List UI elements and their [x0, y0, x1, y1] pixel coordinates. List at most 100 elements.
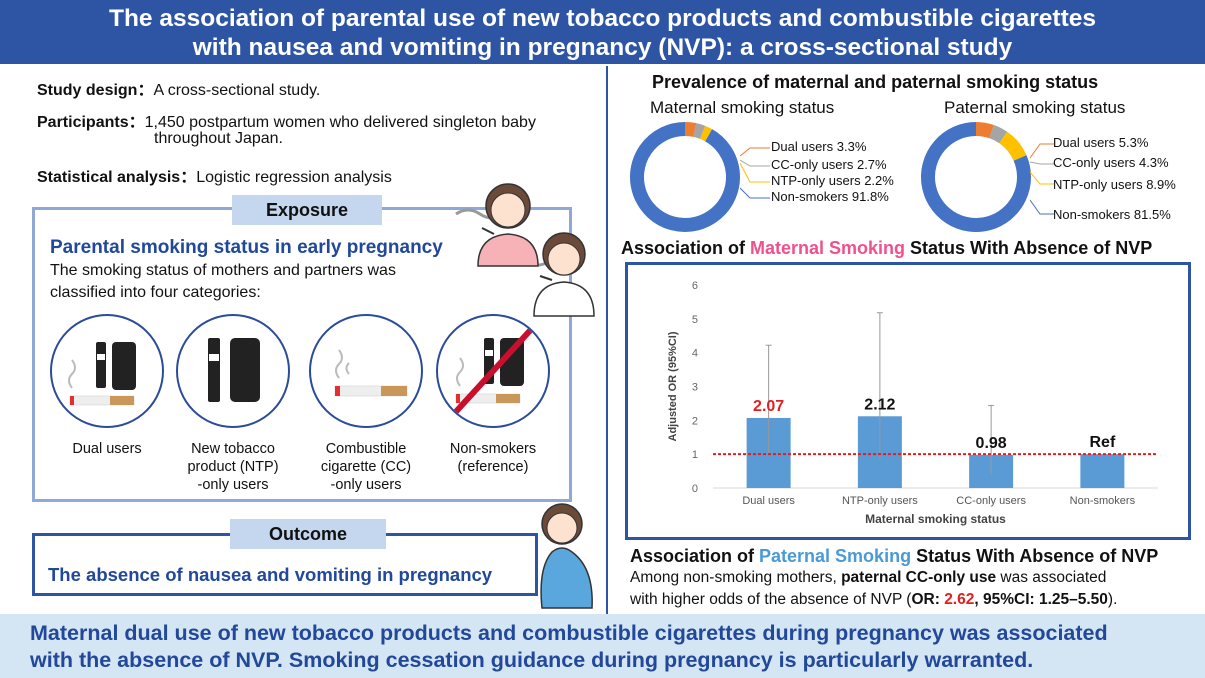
participants: Participants：1,450 postpartum women who …	[37, 108, 536, 132]
maternal-heading-highlight: Maternal Smoking	[750, 238, 906, 258]
father-icon	[533, 232, 595, 317]
category-label-cc: Combustible cigarette (CC) -only users	[301, 440, 431, 494]
paternal-line2-post: ).	[1107, 591, 1118, 608]
paternal-donut-slice-1	[989, 125, 1008, 144]
exposure-desc-line-2: classified into four categories:	[50, 284, 261, 301]
paternal-legend-non: Non-smokers 81.5%	[1053, 207, 1171, 222]
x-axis-label: Maternal smoking status	[865, 512, 1006, 526]
paternal-legend-cc: CC-only users 4.3%	[1053, 155, 1169, 170]
maternal-heading-pre: Association of	[621, 238, 751, 258]
data-label-0: 2.07	[753, 398, 784, 415]
title-line-2: with nausea and vomiting in pregnancy (N…	[192, 34, 1013, 61]
parents-illustration	[455, 183, 595, 317]
paternal-association-heading: Association of Paternal Smoking Status W…	[630, 546, 1158, 567]
x-tick-label-3: Non-smokers	[1070, 495, 1136, 507]
paternal-line2-ci: , 95%CI: 1.25–5.50	[974, 591, 1108, 608]
y-tick-label-4: 4	[692, 348, 698, 360]
x-tick-label-1: NTP-only users	[842, 495, 918, 507]
analysis-value: Logistic regression analysis	[196, 169, 392, 186]
maternal-title: Maternal smoking status	[650, 98, 835, 117]
participants-line-1: 1,450 postpartum women who delivered sin…	[144, 114, 536, 131]
title-banner: The association of parental use of new t…	[0, 0, 1205, 64]
maternal-donut-slice-2	[699, 125, 713, 142]
category-label-dual: Dual users	[42, 440, 172, 458]
x-tick-label-2: CC-only users	[956, 495, 1026, 507]
category-label-non: Non-smokers (reference)	[428, 440, 558, 476]
outcome-text: The absence of nausea and vomiting in pr…	[48, 564, 493, 585]
paternal-line2-or-value: 2.62	[944, 591, 975, 608]
maternal-legend-ntp: NTP-only users 2.2%	[771, 173, 894, 188]
conclusion-banner: Maternal dual use of new tobacco product…	[0, 614, 1205, 678]
y-tick-label-6: 6	[692, 280, 698, 292]
ntp-only-icon	[176, 314, 290, 428]
paternal-line1-pre: Among non-smoking mothers,	[630, 569, 842, 586]
y-tick-label-5: 5	[692, 314, 698, 326]
or-bar-chart: 0 1 2 3 4 5 6 Adjusted OR (95%CI) 2.07 Dual users…	[667, 280, 1158, 526]
maternal-donut-chart	[630, 122, 740, 232]
paternal-heading-post: Status With Absence of NVP	[911, 546, 1159, 566]
paternal-line1-post: was associated	[996, 569, 1107, 586]
paternal-line2-pre: with higher odds of the absence of NVP (	[630, 591, 912, 608]
category-label-ntp-line-1: New tobacco	[191, 441, 275, 457]
bar-3	[1080, 454, 1125, 488]
cc-only-icon	[309, 314, 423, 428]
outcome-pill: Outcome	[230, 519, 386, 549]
paternal-donut-slice-0	[975, 122, 994, 139]
paternal-line2-or: OR:	[911, 591, 945, 608]
conclusion-line-1: Maternal dual use of new tobacco product…	[30, 621, 1108, 645]
category-label-cc-line-1: Combustible	[325, 441, 407, 457]
paternal-title: Paternal smoking status	[944, 98, 1126, 117]
maternal-legend-cc: CC-only users 2.7%	[771, 157, 887, 172]
dual-users-icon	[50, 314, 164, 428]
analysis-label: Statistical analysis：	[37, 169, 197, 186]
title-line-1: The association of parental use of new t…	[109, 5, 1096, 32]
maternal-association-heading: Association of Maternal Smoking Status W…	[621, 238, 1152, 259]
column-divider	[606, 66, 608, 614]
exposure-heading: Parental smoking status in early pregnan…	[50, 237, 443, 258]
study-design-value: A cross-sectional study.	[153, 82, 321, 99]
y-tick-label-3: 3	[692, 382, 698, 394]
participants-line-2: throughout Japan.	[154, 130, 283, 147]
category-label-ntp: New tobacco product (NTP) -only users	[168, 440, 298, 494]
category-label-cc-line-3: -only users	[330, 477, 402, 493]
paternal-donut-slice-3	[921, 122, 1031, 232]
x-tick-label-0: Dual users	[742, 495, 795, 507]
category-label-ntp-line-3: -only users	[197, 477, 269, 493]
non-smokers-icon	[436, 314, 550, 428]
mother-icon	[477, 183, 539, 267]
conclusion-line-2: with the absence of NVP. Smoking cessati…	[30, 648, 1034, 672]
statistical-analysis: Statistical analysis：Logistic regression…	[37, 163, 392, 187]
exposure-desc-line-1: The smoking status of mothers and partne…	[50, 262, 396, 279]
or-chart-frame: 0 1 2 3 4 5 6 Adjusted OR (95%CI) 2.07 Dual users…	[625, 262, 1191, 540]
study-design: Study design：A cross-sectional study.	[37, 76, 320, 100]
y-tick-label-2: 2	[692, 415, 698, 427]
study-design-label: Study design：	[37, 82, 154, 99]
participants-label: Participants：	[37, 114, 145, 131]
category-label-ntp-line-2: product (NTP)	[187, 459, 279, 475]
paternal-legend-ntp: NTP-only users 8.9%	[1053, 177, 1176, 192]
exposure-pill: Exposure	[232, 195, 382, 225]
data-label-1: 2.12	[864, 396, 895, 413]
paternal-result-line-1: Among non-smoking mothers, paternal CC-o…	[630, 569, 1106, 587]
paternal-heading-highlight: Paternal Smoking	[759, 546, 912, 566]
maternal-heading-post: Status With Absence of NVP	[905, 238, 1153, 258]
paternal-legend-dual: Dual users 5.3%	[1053, 135, 1149, 150]
category-label-cc-line-2: cigarette (CC)	[320, 459, 412, 475]
y-tick-label-1: 1	[692, 449, 698, 461]
maternal-donut-slice-1	[693, 123, 706, 139]
data-label-3: Ref	[1089, 434, 1115, 451]
category-label-non-line-2: (reference)	[457, 459, 529, 475]
paternal-leader-lines	[1030, 143, 1054, 215]
maternal-legend-dual: Dual users 3.3%	[771, 139, 867, 154]
paternal-heading-pre: Association of	[630, 546, 760, 566]
data-label-2: 0.98	[976, 435, 1007, 452]
maternal-donut-slice-0	[684, 122, 697, 137]
maternal-donut-slice-3	[630, 122, 740, 232]
paternal-donut-slice-2	[998, 131, 1027, 162]
category-label-non-line-1: Non-smokers	[449, 441, 537, 457]
y-axis-label: Adjusted OR (95%CI)	[667, 331, 679, 441]
category-label-dual-line-1: Dual users	[72, 441, 142, 457]
paternal-result-line-2: with higher odds of the absence of NVP (…	[630, 591, 1117, 609]
pregnant-woman-icon	[540, 503, 593, 609]
maternal-leader-lines	[740, 147, 770, 199]
